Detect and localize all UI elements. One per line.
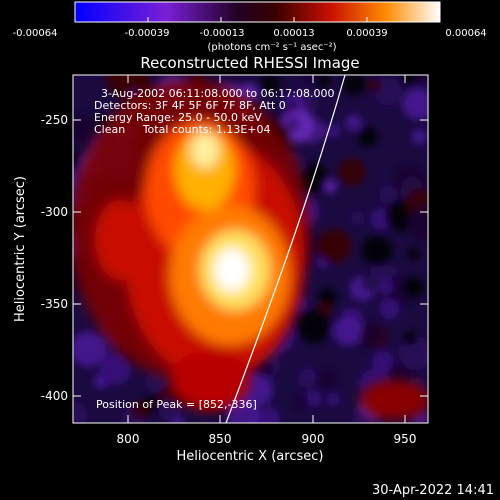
colorbar-tick-label: 0.00039 (346, 28, 387, 39)
y-axis-title: Heliocentric Y (arcsec) (13, 176, 28, 322)
timestamp: 30-Apr-2022 14:41 (372, 483, 494, 498)
colorbar (74, 1, 441, 23)
y-tick-label: -350 (41, 297, 68, 311)
y-tick-label: -400 (41, 389, 68, 403)
colorbar-tick-label: 0.00013 (273, 28, 314, 39)
colorbar-unit-label: (photons cm⁻² s⁻¹ asec⁻²) (207, 42, 336, 53)
info-energy-range: Energy Range: 25.0 - 50.0 keV (94, 111, 262, 124)
y-axis-ticks (73, 119, 428, 397)
x-axis-ticks (127, 75, 406, 423)
colorbar-ticks (74, 17, 441, 22)
colorbar-tick-label: -0.00039 (125, 28, 170, 39)
colorbar-tick-label: 0.00064 (445, 28, 486, 39)
y-tick-label: -300 (41, 205, 68, 219)
x-tick-label: 900 (302, 432, 325, 446)
x-axis-title: Heliocentric X (arcsec) (177, 449, 324, 464)
x-tick-label: 850 (209, 432, 232, 446)
colorbar-tick-label: -0.00013 (200, 28, 245, 39)
colorbar-tick-label: -0.00064 (13, 28, 58, 39)
x-tick-label: 800 (117, 432, 140, 446)
peak-position-label: Position of Peak = [852,-336] (96, 398, 257, 411)
y-tick-label: -250 (41, 113, 68, 127)
info-detectors: Detectors: 3F 4F 5F 6F 7F 8F, Att 0 (94, 99, 286, 112)
plot-title: Reconstructed RHESSI Image (140, 54, 359, 72)
hxr-image (73, 75, 428, 423)
x-tick-label: 950 (394, 432, 417, 446)
info-time-range: 3-Aug-2002 06:11:08.000 to 06:17:08.000 (101, 87, 335, 100)
solar-limb-curve (225, 75, 346, 423)
plot-frame (72, 74, 429, 424)
info-clean-counts: Clean Total counts: 1.13E+04 (94, 123, 271, 136)
